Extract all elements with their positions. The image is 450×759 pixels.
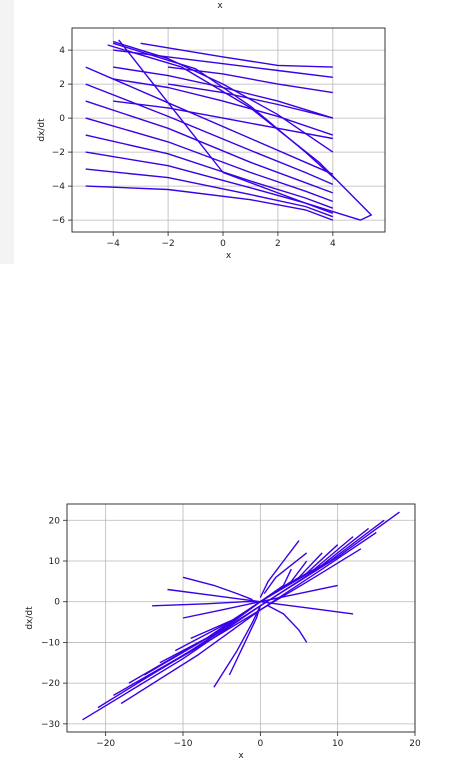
y-tick-label: 0 — [59, 114, 65, 124]
streamline-6 — [85, 168, 334, 218]
top-caption: x — [217, 1, 223, 11]
streamline-16 — [112, 42, 337, 180]
streamlines — [85, 39, 372, 221]
y-tick-label: −6 — [52, 216, 66, 226]
streamline-4 — [85, 134, 334, 209]
streamline-7 — [85, 185, 334, 221]
streamline-15 — [167, 83, 333, 119]
streamline-1 — [85, 83, 334, 186]
x-tick-label: −20 — [96, 739, 115, 749]
x-tick-label: 4 — [330, 239, 336, 249]
streamline-9 — [113, 78, 334, 136]
streamline-14 — [168, 66, 333, 94]
y-axis-label: dx/dt — [25, 606, 35, 630]
streamline-12 — [260, 601, 354, 615]
y-tick-label: −4 — [52, 182, 66, 192]
phase-portrait-chart-2: −20 −10 0 10 20 20 10 0 −10 −20 −30 x dx/dt — [25, 503, 421, 759]
streamline-13 — [152, 601, 261, 607]
y-tick-label: −2 — [52, 148, 65, 158]
streamline-18 — [228, 605, 261, 676]
y-tick-label: −30 — [41, 720, 60, 730]
y-tick-label: 2 — [59, 80, 65, 90]
streamline-8 — [112, 40, 334, 153]
x-axis-label: x — [238, 751, 244, 759]
streamline-11 — [167, 588, 261, 603]
y-tick-label: 10 — [49, 557, 61, 567]
phase-portrait-chart-1: −4 −2 0 2 4 4 2 0 −2 −4 −6 x dx/dt — [37, 27, 386, 261]
streamline-17 — [107, 39, 372, 221]
x-tick-label: 0 — [220, 239, 226, 249]
y-tick-label: 4 — [59, 46, 65, 56]
x-tick-label: 0 — [257, 739, 263, 749]
x-tick-label: 20 — [409, 739, 421, 749]
plot-frame — [66, 503, 416, 733]
streamlines — [82, 511, 400, 721]
streamline-14 — [213, 605, 261, 688]
streamline-3 — [85, 117, 334, 203]
y-axis-label: dx/dt — [37, 118, 47, 142]
streamline-9 — [136, 548, 362, 684]
streamline-0 — [85, 66, 334, 175]
x-tick-label: −2 — [161, 239, 174, 249]
streamline-13 — [140, 42, 333, 68]
streamline-17 — [267, 605, 308, 643]
left-shade — [0, 0, 14, 264]
x-tick-label: 10 — [332, 739, 344, 749]
y-tick-label: −10 — [41, 638, 60, 648]
y-tick-label: 0 — [54, 598, 60, 608]
streamline-10 — [113, 100, 333, 140]
x-tick-label: −4 — [107, 239, 121, 249]
streamline-2 — [85, 100, 334, 194]
y-tick-label: −20 — [41, 679, 60, 689]
x-axis-label: x — [226, 251, 232, 261]
streamline-15 — [259, 540, 300, 598]
x-tick-label: 2 — [275, 239, 281, 249]
x-tick-label: −10 — [174, 739, 193, 749]
y-tick-label: 20 — [49, 516, 61, 526]
streamline-16 — [182, 576, 253, 601]
plot-frame — [71, 27, 386, 233]
streamline-19 — [263, 552, 308, 595]
